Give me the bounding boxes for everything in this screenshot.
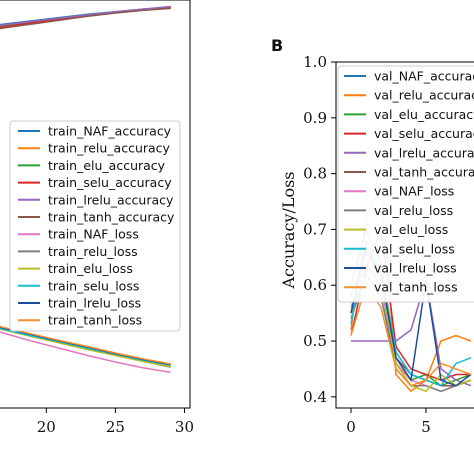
panel-a-legend-label: train_tanh_loss (48, 313, 142, 328)
panel-a-x-tick-label: 20 (37, 418, 56, 436)
panel-b-y-tick-label: 0.6 (303, 276, 327, 294)
panel-b-legend-label: val_relu_accuracy (374, 88, 474, 103)
panel-a-legend-label: train_lrelu_loss (48, 296, 141, 311)
panel-b-y-tick-label: 0.5 (303, 332, 327, 350)
panel-b-legend-box (337, 65, 474, 303)
panel-a-x-tick-label: 25 (106, 418, 125, 436)
panel-a-series-line-train_elu_accuracy (0, 7, 171, 27)
panel-b-legend-label: val_elu_accuracy (374, 107, 474, 122)
panel-a: 20 25 30 train_NAF_accuracy train_relu_accu… (0, 0, 194, 436)
panel-a-x-tick-label: 30 (175, 418, 194, 436)
panel-a-series-lines (0, 5, 171, 374)
panel-a-legend-label: train_relu_loss (48, 244, 138, 259)
panel-a-legend-label: train_elu_accuracy (48, 158, 166, 173)
panel-a-series-line-train_relu_accuracy (0, 7, 171, 29)
panel-b-legend-label: val_NAF_loss (374, 184, 454, 199)
panel-b-legend-items: val_NAF_accuracy val_relu_accuracy val_elu… (344, 69, 474, 295)
panel-b-y-tick-label: 1.0 (303, 53, 327, 71)
panel-b-legend-label: val_lrelu_accuracy (374, 145, 474, 160)
panel-b-legend-label: val_relu_loss (374, 203, 453, 218)
panel-a-legend-label: train_NAF_loss (48, 227, 139, 242)
panel-a-axes-frame (0, 0, 191, 409)
panel-a-legend-label: train_NAF_accuracy (48, 124, 172, 139)
panel-a-legend-label: train_lrelu_accuracy (48, 192, 174, 207)
panel-a-legend-label: train_elu_loss (48, 261, 133, 276)
panel-a-legend: train_NAF_accuracy train_relu_accuracytra… (9, 120, 181, 332)
panel-b-legend-label: val_selu_accuracy (374, 126, 474, 141)
panel-b-letter: B (271, 36, 283, 55)
panel-a-series-line-train_tanh_accuracy (0, 7, 171, 30)
panel-b-y-ticks: 0.4 0.5 0.6 0.7 0.8 0.9 1.0 (303, 53, 336, 406)
panel-b-y-tick-label: 0.7 (303, 220, 327, 238)
panel-b-x-tick-label: 5 (421, 418, 431, 436)
panel-a-legend-box (9, 120, 181, 332)
panel-b-legend: val_NAF_accuracy val_relu_accuracy val_elu… (337, 65, 474, 303)
panel-a-series-line-train_lrelu_accuracy (0, 5, 171, 27)
panel-b-legend-label: val_NAF_accuracy (374, 69, 474, 84)
panel-a-x-ticks: 20 25 30 (37, 408, 194, 436)
panel-a-legend-items: train_NAF_accuracy train_relu_accuracytra… (18, 124, 175, 328)
panel-b-y-axis-title: Accuracy/Loss (279, 171, 298, 289)
panel-b-x-tick-label: 0 (346, 418, 356, 436)
panel-b-y-tick-label: 0.8 (303, 165, 327, 183)
panel-b-legend-label: val_tanh_accuracy (374, 165, 474, 180)
panel-a-legend-label: train_selu_loss (48, 278, 139, 293)
panel-a-legend-label: train_selu_accuracy (48, 175, 172, 190)
panel-b-axes-frame (335, 61, 474, 409)
panel-a-legend-label: train_tanh_accuracy (48, 210, 175, 225)
panel-a-legend-label: train_relu_accuracy (48, 141, 171, 156)
panel-a-series-line-train_tanh_loss (0, 325, 171, 365)
panel-a-series-line-train_NAF_loss (0, 331, 171, 374)
panel-a-series-line-train_selu_accuracy (0, 7, 171, 29)
panel-b-legend-label: val_lrelu_loss (374, 261, 457, 276)
panel-b-y-tick-label: 0.4 (303, 388, 327, 406)
panel-b-y-tick-label: 0.9 (303, 109, 327, 127)
panel-b-series-line-val_lrelu_accuracy (351, 279, 472, 387)
panel-b-legend-label: val_selu_loss (374, 241, 455, 256)
panel-b-legend-label: val_elu_loss (374, 222, 448, 237)
panel-b-legend-label: val_tanh_loss (374, 280, 458, 295)
